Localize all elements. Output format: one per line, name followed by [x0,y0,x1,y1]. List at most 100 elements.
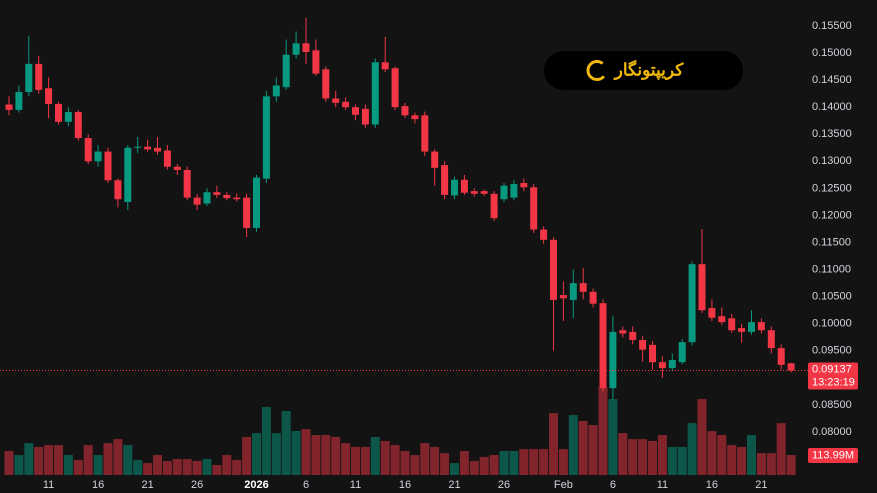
candle-body [460,179,468,193]
volume-bar [301,429,311,475]
candle-body [787,363,795,371]
candle-body [530,187,538,230]
candle-body [302,43,310,52]
candle-body [629,331,637,340]
candle-body [757,322,765,331]
volume-bar [252,433,261,475]
volume-bar [380,440,390,475]
volume-bar [420,443,430,475]
candle-body [599,303,607,389]
volume-bar [182,459,192,475]
y-tick-label: 0.10000 [812,318,852,330]
x-tick-label: 26 [191,479,203,491]
y-tick-label: 0.11000 [812,264,851,276]
volume-bar [291,431,301,475]
volume-bar [222,455,232,475]
candle-body [361,108,369,125]
candle-body [619,330,627,334]
candle-body [490,193,498,219]
x-tick-label: 11 [43,479,54,491]
volume-bar [261,406,271,475]
x-tick-label: Feb [554,479,573,491]
x-tick-label: 21 [755,479,767,491]
candle-body [510,184,518,198]
last-price-box [808,362,858,390]
volume-bar [578,421,588,475]
volume-bar [638,439,648,475]
y-tick-label: 0.10500 [812,291,852,303]
volume-bar [14,455,24,475]
y-tick-label: 0.13000 [812,155,852,167]
x-tick-label: 16 [399,479,411,491]
last-price-label: 0.09137 [812,363,852,375]
candle-body [421,115,429,152]
y-tick-label: 0.11500 [812,236,851,248]
x-tick-label: 16 [706,479,718,491]
countdown-label: 13:23:19 [812,376,855,388]
x-tick-label: 11 [657,479,668,491]
volume-bar [450,463,459,475]
volume-bar [24,443,34,475]
volume-bar [568,415,578,475]
volume-bar [776,423,786,475]
x-tick-label: 21 [141,479,153,491]
candle-body [728,318,736,331]
volume-bar [459,450,469,475]
candle-body [262,96,270,179]
candle-body [718,316,726,323]
x-tick-label: 6 [610,479,616,491]
volume-bar [93,455,103,475]
volume-bar [687,423,697,475]
x-tick-label: 11 [350,479,361,491]
candle-body [233,197,241,200]
volume-bar [133,459,143,475]
volume-bar [54,445,63,475]
candle-body [708,308,716,318]
volume-bar [351,446,360,475]
volume-bar [63,455,73,475]
candle-body [342,101,350,108]
y-tick-label: 0.09500 [812,345,852,357]
candle-body [282,54,290,88]
volume-bar [202,459,212,475]
volume-bar [162,460,172,475]
watermark: کریپتونگار [544,51,743,90]
candle-body [401,106,409,116]
y-tick-label: 0.12000 [812,209,852,221]
volume-bar [83,445,93,475]
candle-body [124,147,132,202]
candle-body [104,151,112,181]
candle-body [569,283,577,300]
volume-bar [390,445,400,475]
candle-body [253,177,260,228]
volume-bar [628,439,638,475]
candle-body [25,63,33,93]
candle-body [678,342,686,363]
volume-bar [73,459,83,475]
candle-body [391,68,399,108]
volume-bar [232,459,242,475]
volume-bar [489,455,499,475]
candle-body [64,112,72,122]
volume-bar [707,431,717,475]
candle-body [470,191,478,194]
candle-body [550,239,557,300]
volume-bar [519,449,529,475]
y-tick-label: 0.14000 [812,101,852,113]
volume-bar [598,387,608,475]
x-tick-label: 6 [303,479,309,491]
candle-body [658,362,666,369]
candle-body [589,291,597,304]
volume-bar [242,436,252,475]
x-tick-label: 21 [448,479,460,491]
volume-bar [499,450,509,475]
volume-bar [172,459,182,475]
volume-bar [697,399,707,475]
volume-label-box [808,448,858,464]
candle-body [154,147,161,152]
candle-body [213,192,221,195]
volume-bar [410,455,420,475]
candle-body [668,360,676,369]
candle-body [322,69,330,99]
candle-body [371,62,379,125]
